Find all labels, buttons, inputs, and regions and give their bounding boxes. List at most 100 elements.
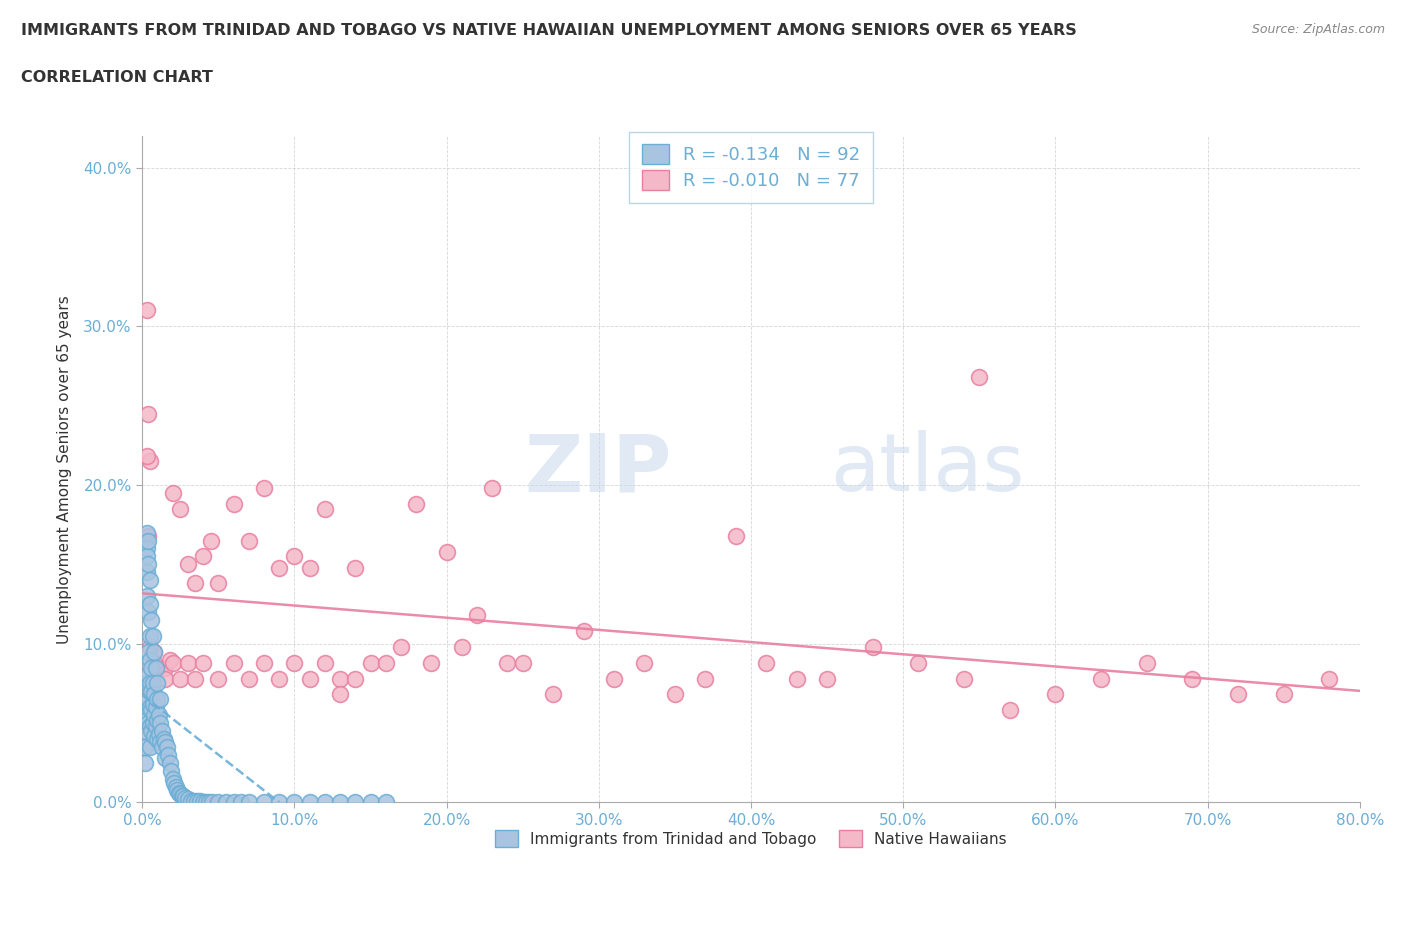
Point — [165, 779, 187, 794]
Point — [1136, 656, 1159, 671]
Point — [695, 671, 717, 686]
Point — [134, 724, 156, 738]
Point — [253, 481, 276, 496]
Point — [329, 795, 352, 810]
Point — [360, 795, 382, 810]
Point — [1227, 687, 1250, 702]
Point — [149, 660, 172, 675]
Point — [344, 560, 367, 575]
Point — [664, 687, 686, 702]
Point — [141, 660, 163, 675]
Point — [969, 369, 991, 384]
Point — [450, 640, 472, 655]
Point — [143, 644, 166, 659]
Point — [135, 549, 157, 564]
Point — [253, 656, 276, 671]
Point — [314, 501, 336, 516]
Point — [157, 748, 180, 763]
Point — [374, 656, 396, 671]
Point — [169, 787, 191, 802]
Point — [167, 786, 190, 801]
Point — [155, 739, 177, 754]
Point — [420, 656, 443, 671]
Point — [1181, 671, 1204, 686]
Point — [177, 791, 200, 806]
Point — [146, 712, 169, 727]
Point — [169, 671, 191, 686]
Text: IMMIGRANTS FROM TRINIDAD AND TOBAGO VS NATIVE HAWAIIAN UNEMPLOYMENT AMONG SENIOR: IMMIGRANTS FROM TRINIDAD AND TOBAGO VS N… — [21, 23, 1077, 38]
Point — [135, 449, 157, 464]
Point — [135, 541, 157, 556]
Point — [141, 684, 163, 698]
Point — [862, 640, 884, 655]
Point — [389, 640, 412, 655]
Point — [143, 728, 166, 743]
Point — [269, 671, 291, 686]
Point — [146, 660, 169, 675]
Point — [633, 656, 655, 671]
Point — [170, 789, 193, 804]
Point — [135, 525, 157, 540]
Point — [142, 715, 165, 730]
Point — [136, 604, 159, 619]
Point — [134, 739, 156, 754]
Point — [143, 644, 166, 659]
Point — [150, 724, 173, 738]
Point — [135, 676, 157, 691]
Point — [374, 795, 396, 810]
Point — [184, 576, 207, 591]
Point — [200, 533, 222, 548]
Point — [724, 528, 747, 543]
Point — [146, 676, 169, 691]
Point — [142, 676, 165, 691]
Point — [238, 533, 260, 548]
Point — [195, 795, 218, 810]
Point — [360, 656, 382, 671]
Point — [186, 793, 208, 808]
Point — [481, 481, 503, 496]
Point — [136, 533, 159, 548]
Point — [141, 724, 163, 738]
Point — [755, 656, 778, 671]
Point — [139, 573, 162, 588]
Point — [169, 501, 191, 516]
Point — [134, 755, 156, 770]
Point — [146, 692, 169, 707]
Point — [134, 708, 156, 723]
Point — [145, 719, 167, 734]
Point — [496, 656, 519, 671]
Point — [162, 656, 184, 671]
Point — [139, 640, 162, 655]
Point — [283, 549, 305, 564]
Point — [150, 739, 173, 754]
Point — [184, 671, 207, 686]
Point — [135, 699, 157, 714]
Point — [215, 795, 238, 810]
Point — [152, 732, 174, 747]
Point — [139, 629, 162, 644]
Point — [188, 793, 211, 808]
Point — [344, 795, 367, 810]
Point — [191, 549, 214, 564]
Point — [159, 755, 181, 770]
Point — [222, 795, 245, 810]
Point — [283, 656, 305, 671]
Point — [166, 782, 188, 797]
Point — [998, 703, 1021, 718]
Point — [149, 692, 172, 707]
Point — [541, 687, 564, 702]
Point — [149, 715, 172, 730]
Text: Source: ZipAtlas.com: Source: ZipAtlas.com — [1251, 23, 1385, 36]
Point — [160, 764, 183, 778]
Point — [135, 589, 157, 604]
Point — [1090, 671, 1112, 686]
Point — [329, 687, 352, 702]
Point — [163, 776, 186, 790]
Point — [139, 699, 162, 714]
Point — [146, 732, 169, 747]
Point — [139, 454, 162, 469]
Point — [198, 795, 221, 810]
Point — [173, 790, 195, 805]
Point — [231, 795, 253, 810]
Point — [405, 497, 427, 512]
